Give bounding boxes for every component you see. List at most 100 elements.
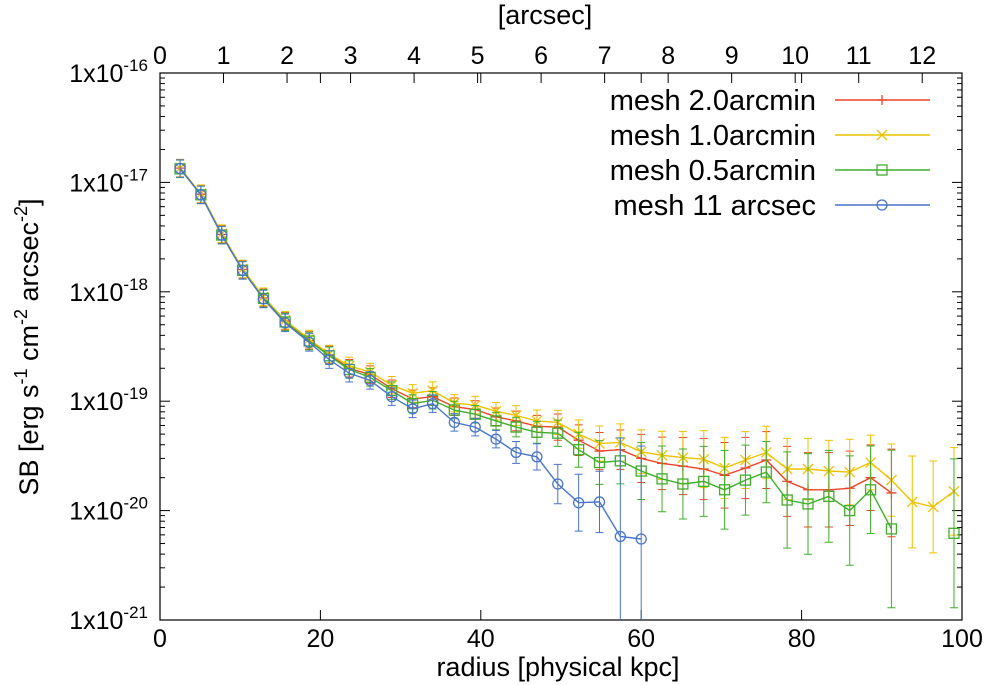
circle-marker xyxy=(614,530,626,543)
square-marker xyxy=(823,490,835,502)
circle-marker xyxy=(386,391,398,403)
circle-marker xyxy=(216,229,228,241)
circle-marker xyxy=(343,367,355,379)
series-line xyxy=(179,168,642,540)
top-tick-label: 1 xyxy=(217,42,231,70)
circle-marker xyxy=(236,264,249,277)
data-series xyxy=(174,158,960,620)
cross-marker xyxy=(906,496,918,508)
square-marker xyxy=(490,415,502,427)
square-marker xyxy=(552,427,564,439)
square-marker xyxy=(593,456,606,469)
top-tick-label: 10 xyxy=(781,42,809,70)
circle-marker xyxy=(635,533,647,545)
square-marker xyxy=(876,164,888,176)
circle-marker xyxy=(469,421,481,433)
circle-marker xyxy=(427,397,439,410)
square-marker xyxy=(781,494,793,506)
circle-marker xyxy=(572,497,585,509)
circle-marker xyxy=(531,451,543,463)
top-tick-label: 0 xyxy=(153,42,167,70)
circle-marker xyxy=(303,336,315,349)
top-tick-label: 9 xyxy=(725,42,739,70)
cross-marker xyxy=(876,129,888,141)
top-tick-label: 12 xyxy=(908,42,936,70)
square-marker xyxy=(802,498,814,510)
cross-marker xyxy=(407,387,419,399)
cross-marker xyxy=(510,410,522,421)
error-bar xyxy=(492,411,501,431)
circle-marker xyxy=(552,478,564,490)
error-bar xyxy=(637,445,646,620)
top-tick-label: 5 xyxy=(471,42,485,70)
square-marker xyxy=(948,527,960,539)
circle-marker xyxy=(406,403,419,415)
error-bar xyxy=(176,159,185,178)
y-tick-label: 1x10-16 xyxy=(69,56,148,88)
x-tick-label: 60 xyxy=(627,625,655,653)
cross-marker xyxy=(927,501,939,513)
top-tick-label: 3 xyxy=(344,42,358,70)
circle-marker xyxy=(195,189,207,201)
plot-frame xyxy=(159,72,963,621)
y-axis-label: SB [erg s-1 cm-2 arcsec-2] xyxy=(11,198,44,495)
y-tick-label: 1x10-18 xyxy=(69,275,148,307)
series-line xyxy=(179,167,955,508)
legend-label: mesh 2.0arcmin xyxy=(610,85,816,117)
x-axis-ticks: 0 20 40 60 80 100 xyxy=(153,73,983,653)
square-marker xyxy=(677,478,689,490)
top-tick-label: 8 xyxy=(661,42,675,70)
y-axis-ticks: 1x10-21 1x10-20 1x10-19 1x10-18 1x10-17 1x10-… xyxy=(69,56,962,635)
y-tick-label: 1x10-19 xyxy=(69,384,148,416)
error-bar xyxy=(783,451,792,549)
series-3 xyxy=(174,159,960,609)
legend-label: mesh 1.0arcmin xyxy=(610,120,816,152)
plus-marker xyxy=(877,95,887,105)
error-bar xyxy=(678,448,687,520)
series-2 xyxy=(174,158,960,554)
circle-marker xyxy=(593,496,606,508)
plot-border xyxy=(159,72,963,621)
square-marker xyxy=(739,474,752,486)
square-marker xyxy=(718,484,731,496)
y-tick-label: 1x10-21 xyxy=(69,603,148,635)
top-axis-label: [arcsec] xyxy=(498,0,593,30)
error-bar xyxy=(949,458,958,609)
square-marker xyxy=(572,444,585,456)
series-line xyxy=(180,169,954,533)
x-axis-label: radius [physical kpc] xyxy=(436,652,679,682)
circle-marker xyxy=(323,353,335,366)
y-tick-label: 1x10-20 xyxy=(69,494,148,526)
square-marker xyxy=(844,504,856,517)
circle-marker xyxy=(279,317,291,329)
error-bar xyxy=(887,449,896,609)
x-tick-label: 20 xyxy=(306,625,334,653)
circle-marker xyxy=(876,199,888,211)
top-axis-ticks: 0 1 2 3 4 5 6 7 8 9 10 11 12 xyxy=(153,42,936,83)
cross-marker xyxy=(427,385,439,397)
square-marker xyxy=(885,523,898,535)
error-bar xyxy=(866,445,875,535)
error-bar xyxy=(845,455,854,566)
x-tick-label: 80 xyxy=(788,625,816,653)
top-tick-label: 6 xyxy=(534,42,548,70)
circle-marker xyxy=(174,162,186,175)
x-tick-label: 0 xyxy=(153,625,167,653)
circle-marker xyxy=(448,416,460,429)
circle-marker xyxy=(257,293,270,305)
y-tick-label: 1x10-17 xyxy=(69,165,148,197)
top-tick-label: 11 xyxy=(846,42,872,70)
circle-marker xyxy=(364,374,376,387)
square-marker xyxy=(510,421,522,433)
square-marker xyxy=(656,473,668,485)
circle-marker xyxy=(490,433,502,445)
legend-label: mesh 11 arcsec xyxy=(613,190,816,222)
top-tick-label: 4 xyxy=(407,42,421,70)
top-tick-label: 7 xyxy=(598,42,612,70)
legend-label: mesh 0.5arcmin xyxy=(610,155,816,187)
error-bar xyxy=(574,431,583,468)
square-marker xyxy=(760,466,772,478)
x-tick-label: 100 xyxy=(941,625,983,653)
x-tick-label: 40 xyxy=(467,625,495,653)
